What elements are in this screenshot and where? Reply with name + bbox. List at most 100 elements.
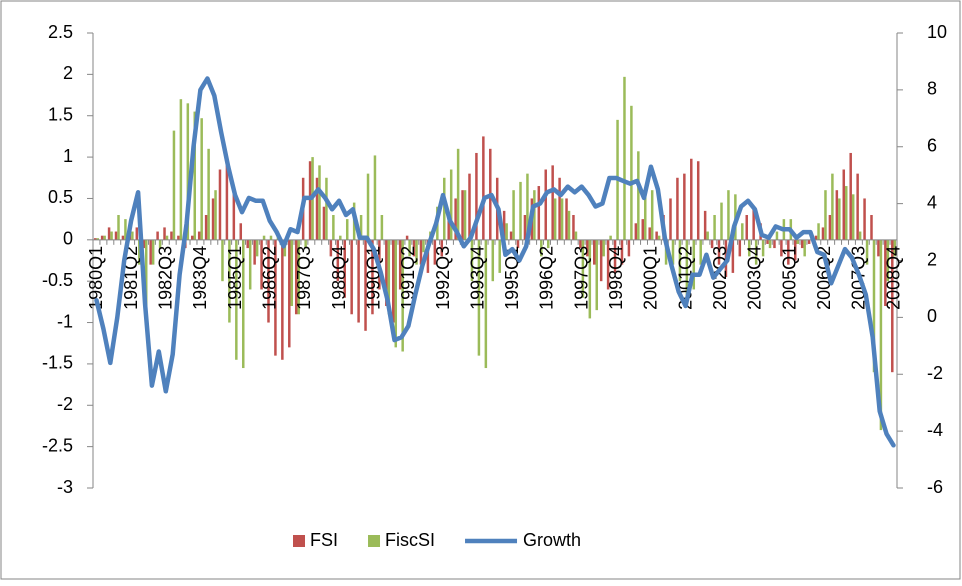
x-tick-label: 2008Q4 bbox=[883, 246, 903, 310]
legend: FSI FiscSI Growth bbox=[293, 530, 581, 550]
bar bbox=[107, 227, 111, 240]
bar bbox=[93, 238, 97, 240]
bar bbox=[359, 215, 363, 240]
bar bbox=[533, 190, 536, 240]
bar bbox=[574, 231, 578, 240]
y2-tick-label: 8 bbox=[927, 79, 937, 99]
bar bbox=[138, 239, 141, 265]
bar bbox=[308, 161, 312, 240]
bar bbox=[627, 239, 631, 257]
bar bbox=[567, 210, 571, 240]
bar bbox=[606, 239, 610, 290]
y2-tick-label: 2 bbox=[927, 249, 937, 269]
bar bbox=[304, 239, 307, 249]
bar bbox=[560, 198, 564, 240]
bar bbox=[738, 239, 742, 257]
bar bbox=[655, 231, 658, 240]
bar bbox=[232, 190, 236, 240]
bar bbox=[657, 235, 661, 240]
bar bbox=[179, 99, 183, 240]
bar bbox=[103, 235, 106, 240]
x-tick-label: 2006Q2 bbox=[814, 246, 834, 310]
bar bbox=[218, 169, 222, 240]
bar bbox=[731, 239, 735, 273]
bar bbox=[204, 215, 208, 240]
bar bbox=[696, 161, 700, 240]
bar bbox=[706, 231, 709, 240]
legend-label: FSI bbox=[310, 530, 338, 550]
bar bbox=[262, 235, 266, 240]
bar bbox=[558, 177, 561, 240]
bar bbox=[676, 177, 679, 240]
bar bbox=[235, 239, 238, 360]
bar bbox=[579, 239, 582, 249]
bar bbox=[260, 239, 263, 290]
x-tick-label: 1998Q4 bbox=[606, 246, 626, 310]
bar bbox=[454, 198, 457, 240]
bar bbox=[856, 173, 859, 240]
bar bbox=[170, 231, 173, 240]
bar bbox=[745, 215, 748, 240]
bar bbox=[842, 169, 846, 240]
x-tick-label: 1995Q1 bbox=[502, 246, 522, 310]
y-tick-label: -1 bbox=[57, 311, 73, 331]
y2-tick-label: 4 bbox=[927, 192, 937, 212]
bar bbox=[644, 194, 647, 240]
y2-tick-label: 6 bbox=[927, 136, 937, 156]
bar bbox=[456, 148, 460, 240]
bar bbox=[683, 173, 686, 240]
bar bbox=[685, 239, 689, 298]
bar bbox=[838, 198, 841, 240]
bar bbox=[741, 223, 744, 240]
bar bbox=[630, 105, 633, 240]
x-tick-label: 1985Q1 bbox=[225, 246, 245, 310]
bar bbox=[447, 215, 450, 240]
legend-swatch bbox=[368, 535, 381, 547]
bar bbox=[248, 239, 252, 290]
bar bbox=[468, 173, 471, 240]
bar bbox=[835, 190, 839, 240]
bar bbox=[623, 76, 626, 240]
bar bbox=[710, 239, 714, 249]
bar bbox=[274, 239, 277, 356]
bar bbox=[849, 152, 852, 240]
bar bbox=[821, 227, 825, 240]
bar bbox=[288, 239, 291, 348]
bar bbox=[671, 239, 675, 265]
y2-tick-label: -6 bbox=[927, 477, 943, 497]
bar bbox=[322, 206, 326, 240]
bar bbox=[678, 239, 682, 282]
bar bbox=[426, 239, 430, 273]
x-tick-label: 2003Q4 bbox=[745, 246, 765, 310]
bar bbox=[294, 239, 298, 315]
bar bbox=[641, 219, 645, 240]
x-tick-label: 1983Q4 bbox=[190, 246, 210, 310]
bar bbox=[699, 239, 702, 265]
bar bbox=[124, 219, 127, 240]
bar bbox=[817, 223, 820, 240]
y-tick-label: 2 bbox=[63, 63, 73, 83]
bar bbox=[526, 173, 529, 240]
bar bbox=[156, 231, 159, 240]
bar bbox=[586, 239, 589, 257]
bar bbox=[800, 239, 804, 249]
bar bbox=[149, 239, 152, 265]
bar bbox=[872, 239, 876, 373]
bar bbox=[131, 231, 134, 240]
bar bbox=[669, 198, 672, 240]
x-tick-label: 1980Q1 bbox=[86, 246, 106, 310]
bar bbox=[246, 239, 249, 249]
bar bbox=[197, 231, 201, 240]
bar bbox=[267, 239, 270, 323]
y2-tick-label: 10 bbox=[927, 22, 947, 42]
bar bbox=[398, 239, 402, 290]
bar bbox=[281, 239, 284, 360]
bar bbox=[491, 239, 495, 282]
bar bbox=[371, 239, 374, 315]
bar bbox=[851, 194, 855, 240]
bar bbox=[242, 239, 245, 369]
bar bbox=[239, 223, 243, 240]
bar bbox=[761, 239, 765, 257]
bar bbox=[754, 239, 758, 265]
bar bbox=[385, 239, 388, 306]
